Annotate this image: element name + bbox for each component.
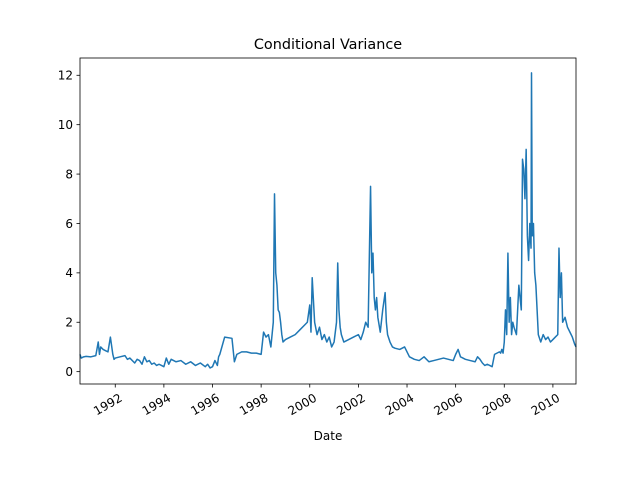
y-tick-label: 8: [65, 167, 73, 181]
y-tick-label: 10: [58, 118, 73, 132]
y-axis: 0 2 4 6 8 10 12: [58, 69, 80, 379]
y-tick-label: 6: [65, 217, 73, 231]
y-tick-label: 2: [65, 316, 73, 330]
x-axis-label: Date: [314, 429, 343, 443]
y-tick-label: 0: [65, 365, 73, 379]
series-line-0: [79, 72, 577, 369]
series-group: [79, 72, 577, 369]
plot-area: [80, 58, 576, 384]
y-tick-label: 12: [58, 69, 73, 83]
chart-title: Conditional Variance: [254, 37, 402, 53]
y-tick-label: 4: [65, 266, 73, 280]
axes-frame: [79, 57, 577, 385]
